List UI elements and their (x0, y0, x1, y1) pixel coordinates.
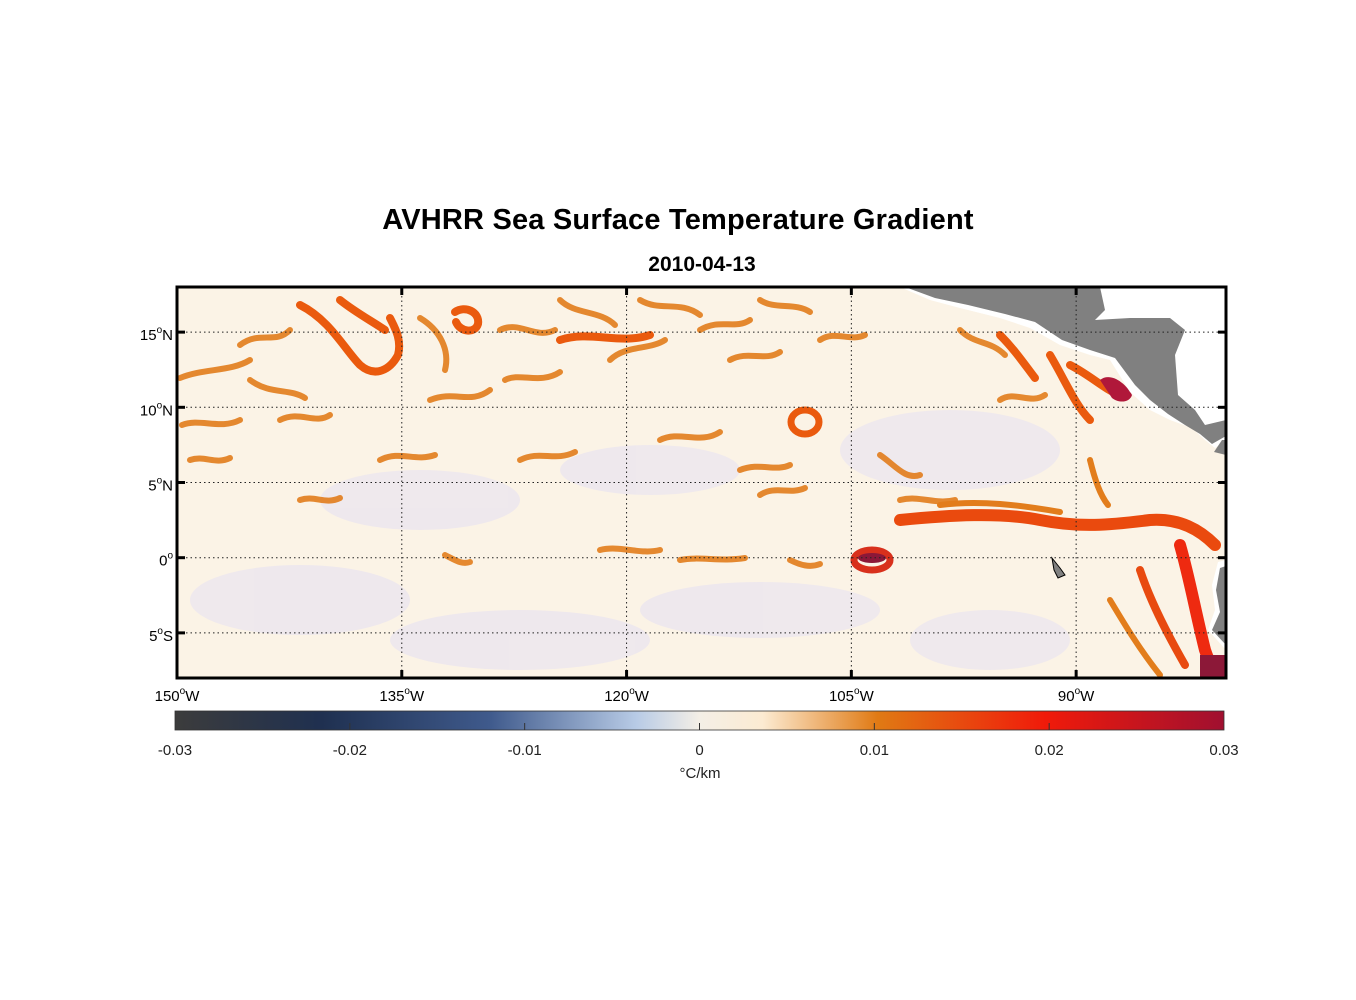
colorbar-tick-label: -0.02 (333, 742, 367, 759)
lat-tick-label: 5oN (148, 476, 173, 495)
colorbar-tick-label: -0.03 (158, 742, 192, 759)
colorbar-label: °C/km (680, 765, 721, 782)
latitude-labels: 15oN 10oN 5oN 0o 5oS (140, 325, 1226, 645)
lon-tick-label: 150oW (155, 686, 201, 705)
colorbar-tick-label: 0.01 (860, 742, 889, 759)
land-central-america (900, 287, 1226, 650)
lon-tick-label: 135oW (379, 686, 425, 705)
lat-tick-label: 15oN (140, 325, 173, 344)
colorbar-tick-label: 0 (695, 742, 703, 759)
lat-tick-label: 5oS (149, 626, 173, 645)
lon-tick-label: 90oW (1058, 686, 1095, 705)
colorbar-tick-label: 0.03 (1209, 742, 1238, 759)
map-subtitle: 2010-04-13 (648, 253, 756, 276)
map-title: AVHRR Sea Surface Temperature Gradient (382, 204, 974, 236)
lon-tick-label: 105oW (829, 686, 875, 705)
lat-tick-label: 10oN (140, 400, 173, 419)
colorbar-tick-label: 0.02 (1035, 742, 1064, 759)
colorbar-ticks: -0.03 -0.02 -0.01 0 0.01 0.02 0.03 (158, 723, 1239, 759)
colorbar-tick-label: -0.01 (508, 742, 542, 759)
graticule (176, 287, 1226, 678)
longitude-labels: 150oW 135oW 120oW 105oW 90oW (155, 287, 1095, 705)
lat-tick-label: 0o (159, 551, 173, 570)
lon-tick-label: 120oW (604, 686, 650, 705)
